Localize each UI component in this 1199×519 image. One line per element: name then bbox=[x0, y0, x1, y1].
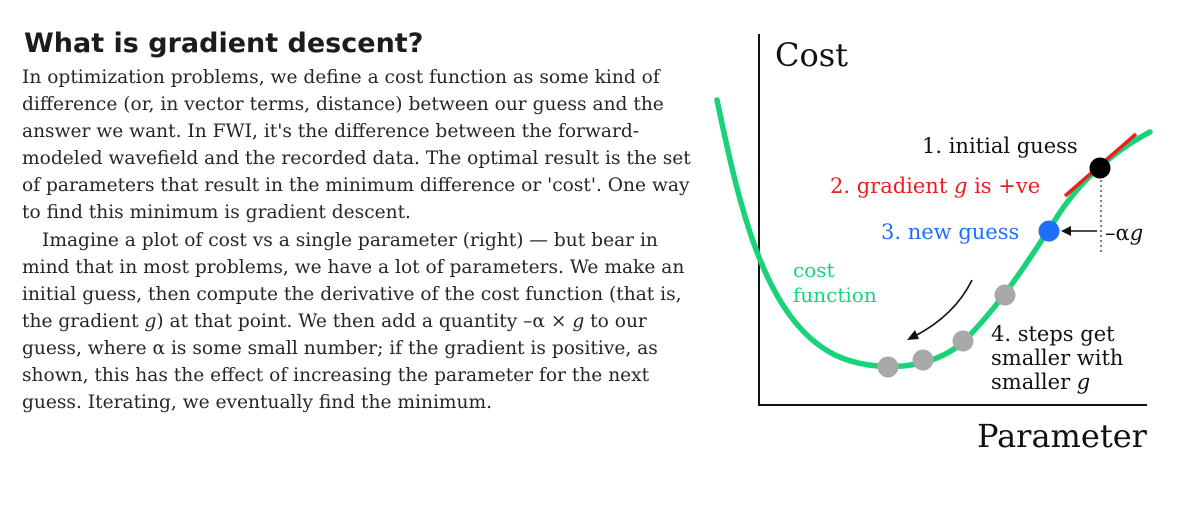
diagram-canvas: Cost Parameter 1. initial guess 2. gradi… bbox=[714, 34, 1153, 455]
article-title: What is gradient descent? bbox=[24, 28, 424, 59]
step-point bbox=[994, 284, 1016, 306]
step-point bbox=[912, 349, 934, 371]
step-point bbox=[877, 356, 899, 378]
article: What is gradient descent? In optimizatio… bbox=[22, 26, 702, 416]
step-point bbox=[952, 330, 974, 352]
paragraph-2-part-b: ) at that point. We then add a quantity … bbox=[156, 310, 573, 332]
descent-arrowhead bbox=[907, 330, 919, 340]
step4-label-line-3: smaller g bbox=[991, 370, 1090, 394]
update-prefix: –α bbox=[1105, 221, 1130, 245]
update-arrowhead bbox=[1061, 226, 1071, 236]
step4-g: g bbox=[1077, 370, 1090, 394]
step4-label-line-2: smaller with bbox=[991, 346, 1123, 370]
step4-line-3-text: smaller bbox=[991, 370, 1077, 394]
gradient-descent-diagram: Cost Parameter 1. initial guess 2. gradi… bbox=[705, 0, 1199, 514]
curve-label-line-2: function bbox=[793, 283, 877, 307]
step2-suffix: is +ve bbox=[967, 174, 1040, 198]
step3-label: 3. new guess bbox=[881, 220, 1019, 244]
paragraph-2: Imagine a plot of cost vs a single param… bbox=[22, 227, 702, 417]
step1-label: 1. initial guess bbox=[922, 134, 1078, 158]
paragraph-2-part-c: to our guess, where α is some small numb… bbox=[22, 310, 658, 414]
update-g: g bbox=[1130, 221, 1143, 245]
y-axis-label: Cost bbox=[775, 36, 848, 74]
step2-label: 2. gradient g is +ve bbox=[830, 174, 1040, 198]
curve-label-line-1: cost bbox=[793, 258, 835, 282]
new-guess-point bbox=[1038, 220, 1060, 242]
initial-guess-point bbox=[1089, 157, 1111, 179]
gradient-symbol: g bbox=[572, 310, 585, 332]
step2-g: g bbox=[954, 174, 967, 198]
x-axis-label: Parameter bbox=[977, 417, 1148, 455]
step2-prefix: 2. gradient bbox=[830, 174, 954, 198]
update-label: –αg bbox=[1105, 221, 1143, 245]
descent-arrow-line bbox=[914, 279, 973, 337]
cost-function-curve bbox=[714, 97, 1153, 370]
paragraph-1: In optimization problems, we define a co… bbox=[22, 67, 691, 224]
gradient-symbol: g bbox=[144, 310, 157, 332]
step4-label-line-1: 4. steps get bbox=[991, 322, 1115, 346]
paragraph-2-part-a: Imagine a plot of cost vs a single param… bbox=[22, 229, 685, 332]
